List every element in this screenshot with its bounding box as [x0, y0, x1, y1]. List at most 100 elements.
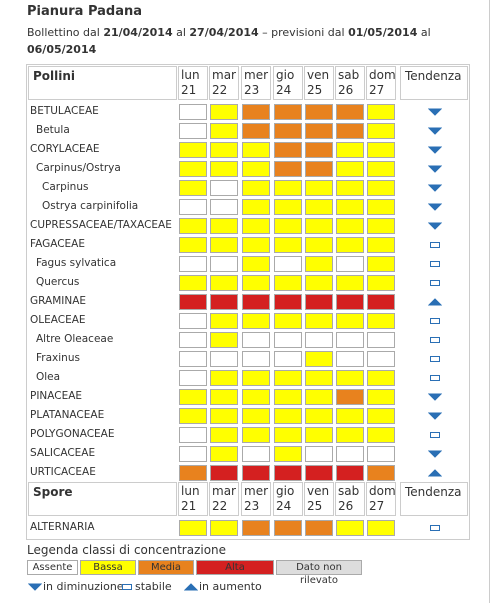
level-cell [305, 520, 333, 536]
level-cell [305, 427, 333, 443]
day-name: mer [244, 68, 269, 82]
level-cell [242, 520, 270, 536]
level-cell [242, 218, 270, 234]
day-number: 25 [307, 83, 323, 97]
level-cell [179, 199, 207, 215]
level-cell [242, 313, 270, 329]
level-cell [210, 370, 238, 386]
day-header: sab 26 [335, 66, 365, 100]
level-cell [305, 446, 333, 462]
level-cell [242, 427, 270, 443]
day-name: mer [244, 484, 269, 498]
trend-icon [122, 584, 132, 590]
level-cell [336, 370, 364, 386]
day-header: ven 25 [304, 482, 334, 516]
level-cell [336, 123, 364, 139]
level-cell [210, 408, 238, 424]
level-cell [210, 161, 238, 177]
level-cell [210, 465, 238, 481]
title: Pianura Padana [27, 4, 143, 19]
level-cell [274, 427, 302, 443]
level-cell [210, 123, 238, 139]
level-cell [179, 313, 207, 329]
level-cell [336, 104, 364, 120]
day-header: mar 22 [209, 482, 239, 516]
row-name: Ostrya carpinifolia [42, 200, 139, 212]
day-number: 23 [244, 83, 260, 97]
trend-icon [430, 280, 440, 286]
level-cell [305, 332, 333, 348]
trend-icon [428, 146, 442, 154]
level-cell [242, 180, 270, 196]
level-cell [336, 294, 364, 310]
level-cell [305, 256, 333, 272]
trend-icon [430, 242, 440, 248]
day-header: mer 23 [241, 66, 271, 100]
row-name: Fagus sylvatica [36, 257, 117, 269]
section-header: Spore [28, 482, 177, 516]
level-cell [305, 199, 333, 215]
section-header: Pollini [28, 66, 177, 100]
level-cell [242, 104, 270, 120]
level-cell [367, 408, 395, 424]
level-cell [179, 142, 207, 158]
level-cell [274, 237, 302, 253]
trend-icon [430, 525, 440, 531]
level-cell [336, 142, 364, 158]
level-cell [242, 465, 270, 481]
level-cell [179, 237, 207, 253]
trend-icon [430, 375, 440, 381]
level-cell [305, 142, 333, 158]
trend-icon [428, 108, 442, 116]
level-cell [274, 520, 302, 536]
row-name: Carpinus/Ostrya [36, 162, 121, 174]
level-cell [336, 351, 364, 367]
level-cell [336, 256, 364, 272]
trend-icon [430, 356, 440, 362]
trend-legend: in aumento [199, 580, 262, 593]
level-cell [367, 520, 395, 536]
day-name: gio [276, 68, 295, 82]
day-name: gio [276, 484, 295, 498]
level-cell [367, 389, 395, 405]
level-cell [336, 446, 364, 462]
day-name: lun [181, 484, 200, 498]
row-name: Altre Oleaceae [36, 333, 114, 345]
level-cell [179, 389, 207, 405]
trend-icon [428, 165, 442, 173]
day-header: dom 27 [366, 66, 396, 100]
bulletin-text: al [420, 26, 431, 39]
level-cell [242, 275, 270, 291]
level-cell [210, 237, 238, 253]
day-number: 22 [212, 499, 228, 513]
level-cell [179, 370, 207, 386]
level-cell [367, 104, 395, 120]
day-header: lun 21 [178, 66, 208, 100]
level-cell [179, 351, 207, 367]
date: 01/05/2014 [348, 26, 418, 39]
level-cell [210, 180, 238, 196]
day-header: dom 27 [366, 482, 396, 516]
bulletin: Bollettino dal 21/04/2014 al 27/04/2014 … [27, 24, 467, 58]
trend-icon [28, 583, 42, 591]
level-cell [305, 294, 333, 310]
trend-icon [428, 184, 442, 192]
legend-class: Media [138, 560, 194, 575]
trend-icon [428, 450, 442, 458]
level-cell [179, 408, 207, 424]
level-cell [242, 408, 270, 424]
level-cell [367, 237, 395, 253]
trend-icon [184, 583, 198, 591]
level-cell [179, 332, 207, 348]
level-cell [336, 161, 364, 177]
level-cell [210, 104, 238, 120]
day-number: 21 [181, 499, 197, 513]
row-name: POLYGONACEAE [30, 428, 115, 440]
day-number: 23 [244, 499, 260, 513]
level-cell [367, 465, 395, 481]
day-name: sab [338, 484, 360, 498]
level-cell [242, 161, 270, 177]
day-header: lun 21 [178, 482, 208, 516]
level-cell [274, 161, 302, 177]
